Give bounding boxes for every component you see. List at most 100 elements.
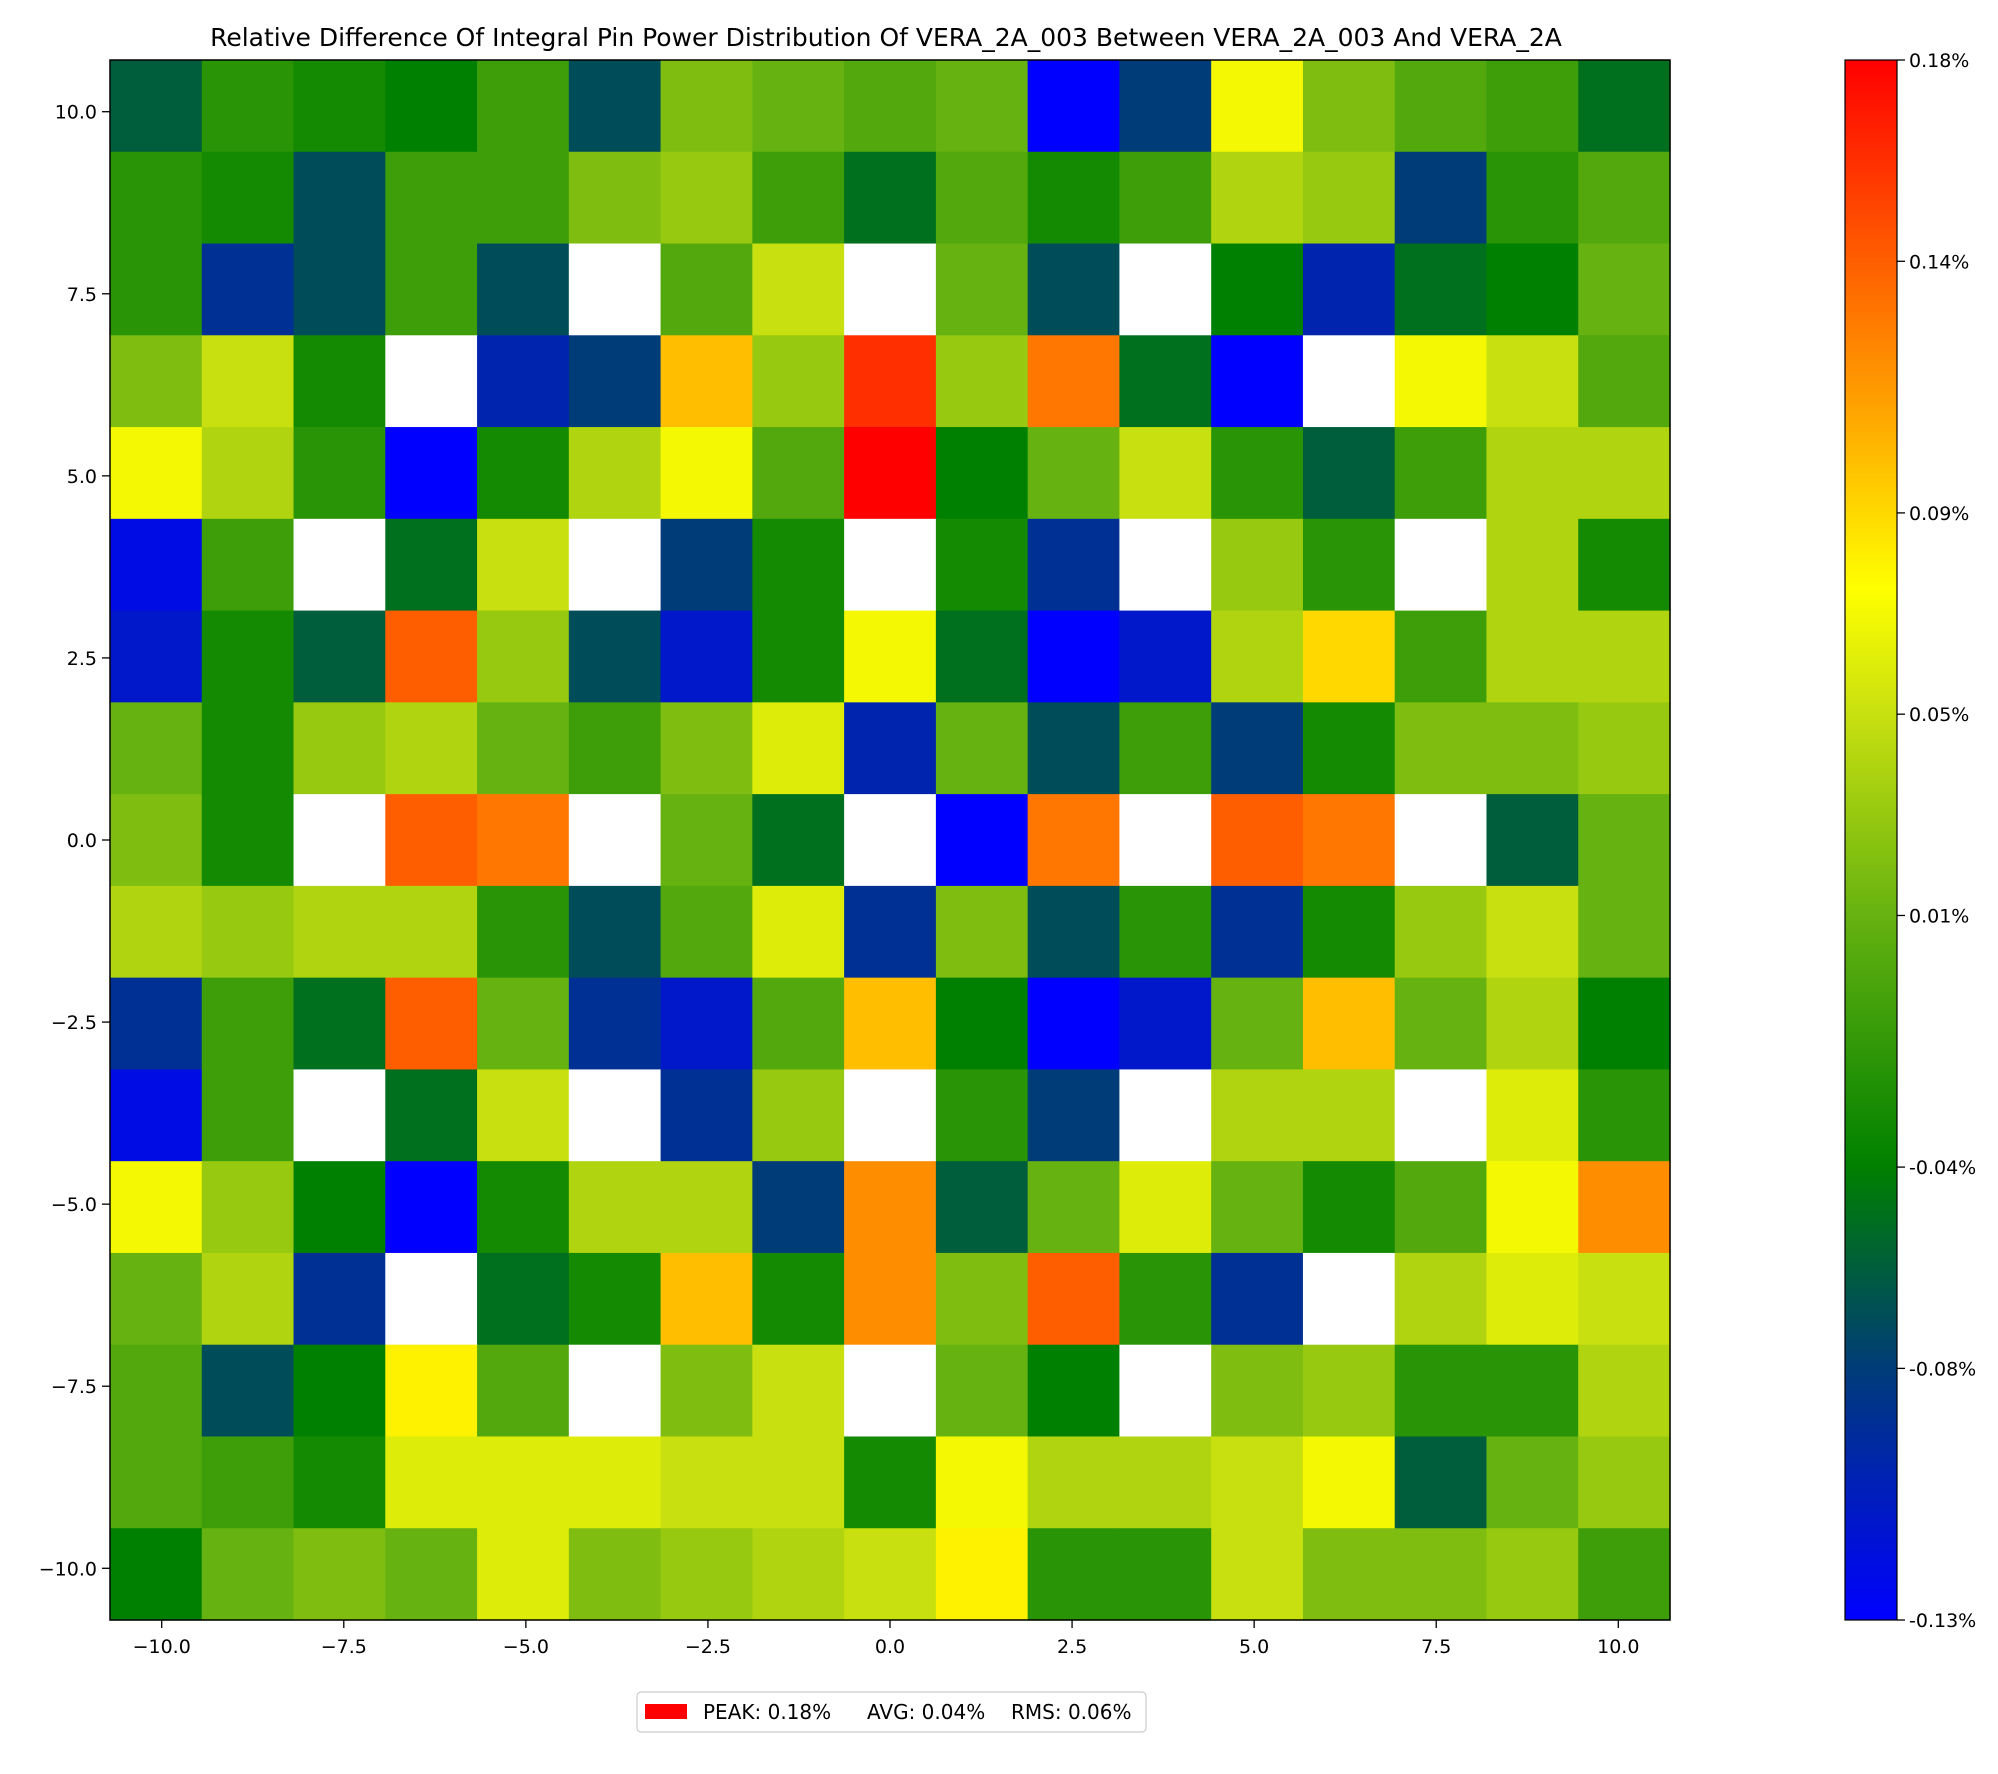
heatmap-cell [568,1528,662,1621]
heatmap-cell [201,702,295,795]
heatmap-cell [752,427,845,520]
x-tick-label: −5.0 [503,1636,549,1658]
heatmap-cell [293,610,386,703]
heatmap-cell [1394,702,1488,795]
heatmap-cell [293,1344,386,1438]
heatmap-cell [201,1069,295,1162]
x-tick-label: 7.5 [1421,1636,1451,1658]
x-tick-label: −10.0 [133,1636,191,1658]
guide-tube-cell [1119,243,1212,336]
heatmap-cell [110,1436,203,1529]
heatmap-cell [1578,977,1671,1071]
heatmap-cell [385,1161,478,1254]
heatmap-cell [477,977,570,1071]
heatmap-cell [1119,610,1212,703]
heatmap-cell [293,335,386,428]
x-tick-label: 0.0 [875,1636,905,1658]
heatmap-cell [385,610,478,703]
heatmap-cell [201,885,295,979]
heatmap-cell [201,151,295,245]
heatmap-cell [844,60,937,153]
heatmap-cell [752,610,845,703]
y-tick-label: 7.5 [67,284,97,306]
heatmap-cell [660,1436,753,1529]
heatmap-cell [1486,151,1579,245]
heatmap-cell [935,427,1029,520]
x-tick-label: −7.5 [321,1636,367,1658]
heatmap-cell [660,794,753,887]
heatmap-cell [1211,1344,1304,1438]
heatmap-cell [935,243,1029,336]
heatmap-cell [844,1528,937,1621]
heatmap-cell [568,885,662,979]
heatmap-cell [477,518,570,612]
heatmap-cell [477,427,570,520]
heatmap-cell [1578,1161,1671,1254]
heatmap-cell [1302,151,1396,245]
guide-tube-cell [293,794,386,887]
heatmap-cell [660,885,753,979]
heatmap-cell [1211,427,1304,520]
guide-tube-cell [1119,794,1212,887]
heatmap-cell [1119,427,1212,520]
heatmap-cell [1486,702,1579,795]
heatmap-cell [110,1161,203,1254]
heatmap-cell [752,1161,845,1254]
heatmap-cell [1211,885,1304,979]
heatmap-cell [1211,1069,1304,1162]
heatmap-cell [1302,427,1396,520]
heatmap-cell [477,1528,570,1621]
heatmap-cell [477,1069,570,1162]
heatmap-cell [110,610,203,703]
heatmap-cell [293,1161,386,1254]
heatmap-cell [385,702,478,795]
peak-swatch [645,1704,687,1719]
heatmap-cell [385,1069,478,1162]
heatmap-cell [1119,1252,1212,1346]
heatmap-cell [752,518,845,612]
heatmap-cell [110,702,203,795]
heatmap-cell [1302,1528,1396,1621]
colorbar-tick-label: 0.05% [1909,704,1969,726]
heatmap-cell [293,151,386,245]
heatmap-cell [568,1436,662,1529]
heatmap-cell [293,1528,386,1621]
heatmap-cell [1027,1528,1121,1621]
heatmap-cell [660,1528,753,1621]
heatmap-cell [660,1069,753,1162]
heatmap-cell [201,1436,295,1529]
heatmap-cell [660,243,753,336]
heatmap-cell [1486,1344,1579,1438]
legend-avg: AVG: 0.04% [867,1700,985,1724]
guide-tube-cell [1394,1069,1488,1162]
heatmap-cell [477,885,570,979]
heatmap-cell [477,1161,570,1254]
heatmap-cell [1302,1069,1396,1162]
heatmap-cell [1394,60,1488,153]
heatmap-cell [1027,610,1121,703]
heatmap-cell [201,518,295,612]
heatmap-cell [1394,427,1488,520]
heatmap-cell [1578,885,1671,979]
heatmap-cell [752,702,845,795]
heatmap-cell [477,335,570,428]
y-tick-label: −10.0 [39,1558,97,1580]
y-axis: 10.0 7.5 5.0 2.5 0.0 −2.5 −5.0 −7.5 −10.0 [39,102,110,1580]
heatmap-cell [935,1344,1029,1438]
heatmap-cell [1486,518,1579,612]
heatmap-cell [385,1436,478,1529]
heatmap-cell [935,610,1029,703]
heatmap-cell [935,60,1029,153]
heatmap-cell [660,610,753,703]
heatmap-cell [477,1436,570,1529]
heatmap-cell [1302,702,1396,795]
heatmap-cell [1027,977,1121,1071]
heatmap-cell [568,1252,662,1346]
heatmap-cell [1119,335,1212,428]
colorbar-tick-label: 0.18% [1909,50,1969,72]
guide-tube-cell [1302,1252,1396,1346]
heatmap-cell [660,1252,753,1346]
heatmap-cell [1119,151,1212,245]
heatmap-cell [1486,977,1579,1071]
guide-tube-cell [1394,794,1488,887]
